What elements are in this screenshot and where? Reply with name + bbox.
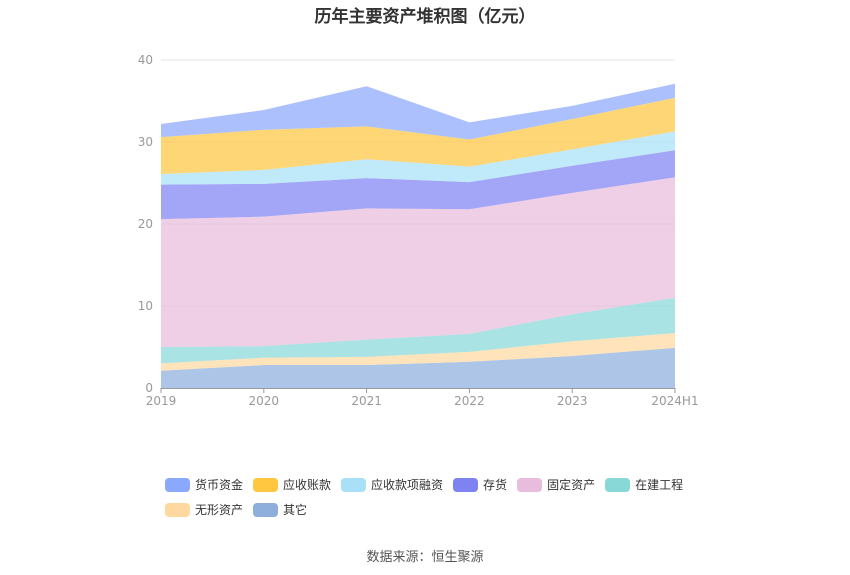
legend-item[interactable]: 应收款项融资 — [341, 476, 443, 493]
legend-swatch — [165, 477, 190, 492]
axis-layer: 0 10 20 30 40 2019 2020 2021 2022 2023 2024H1 — [138, 53, 699, 408]
area-series-4 — [161, 150, 675, 220]
x-tick-label-3: 2022 — [454, 394, 485, 408]
y-tick-label-20: 20 — [138, 217, 153, 231]
legend-item[interactable]: 存货 — [453, 476, 507, 493]
area-series-6 — [161, 97, 675, 174]
legend-label: 固定资产 — [547, 478, 596, 492]
source-note: 数据来源：恒生聚源 — [366, 550, 484, 565]
chart-svg: 0 10 20 30 40 2019 2020 2021 2022 2023 2024H1 — [138, 53, 699, 408]
y-tick-label-10: 10 — [138, 299, 153, 313]
legend-swatch — [341, 477, 367, 492]
x-tick-label-1: 2020 — [249, 394, 280, 408]
legend-item[interactable]: 在建工程 — [605, 476, 683, 493]
legend-swatch — [517, 477, 543, 492]
y-tick-label-0: 0 — [145, 381, 153, 395]
legend-swatch — [165, 502, 190, 517]
y-tick-label-30: 30 — [138, 135, 153, 149]
legend-swatch — [605, 477, 631, 492]
legend-item[interactable]: 货币资金 — [165, 476, 243, 493]
area-series-3 — [161, 177, 675, 347]
legend-item[interactable]: 其它 — [253, 501, 307, 518]
legend-label: 存货 — [483, 478, 508, 492]
legend-swatch — [253, 477, 279, 492]
area-series-7 — [161, 83, 675, 140]
legend-item[interactable]: 应收账款 — [253, 476, 331, 493]
x-tick-label-4: 2023 — [557, 394, 588, 408]
legend-label: 在建工程 — [635, 478, 684, 492]
x-tick-label-0: 2019 — [146, 394, 177, 408]
area-series-0 — [161, 347, 675, 388]
area-series-5 — [161, 131, 675, 185]
legend: 货币资金 应收账款 应收款项融资 存货 固定资产 在建工程无形资产 其它 — [165, 472, 705, 522]
legend-row: 货币资金 应收账款 应收款项融资 存货 固定资产 在建工程 — [165, 472, 705, 497]
x-tick-label-2: 2021 — [351, 394, 382, 408]
legend-item[interactable]: 无形资产 — [165, 501, 243, 518]
area-layer — [161, 83, 675, 388]
legend-label: 货币资金 — [195, 478, 244, 492]
legend-label: 其它 — [283, 503, 308, 517]
legend-label: 应收账款 — [283, 478, 332, 492]
x-tick-label-5: 2024H1 — [651, 394, 698, 408]
legend-swatch — [253, 502, 279, 517]
y-tick-label-40: 40 — [138, 53, 153, 67]
legend-item[interactable]: 固定资产 — [517, 476, 595, 493]
legend-row: 无形资产 其它 — [165, 497, 705, 522]
legend-label: 无形资产 — [195, 503, 244, 517]
area-series-1 — [161, 333, 675, 371]
legend-swatch — [453, 477, 479, 492]
legend-label: 应收款项融资 — [371, 478, 444, 492]
chart-title: 历年主要资产堆积图（亿元） — [314, 7, 536, 27]
area-series-2 — [161, 297, 675, 364]
